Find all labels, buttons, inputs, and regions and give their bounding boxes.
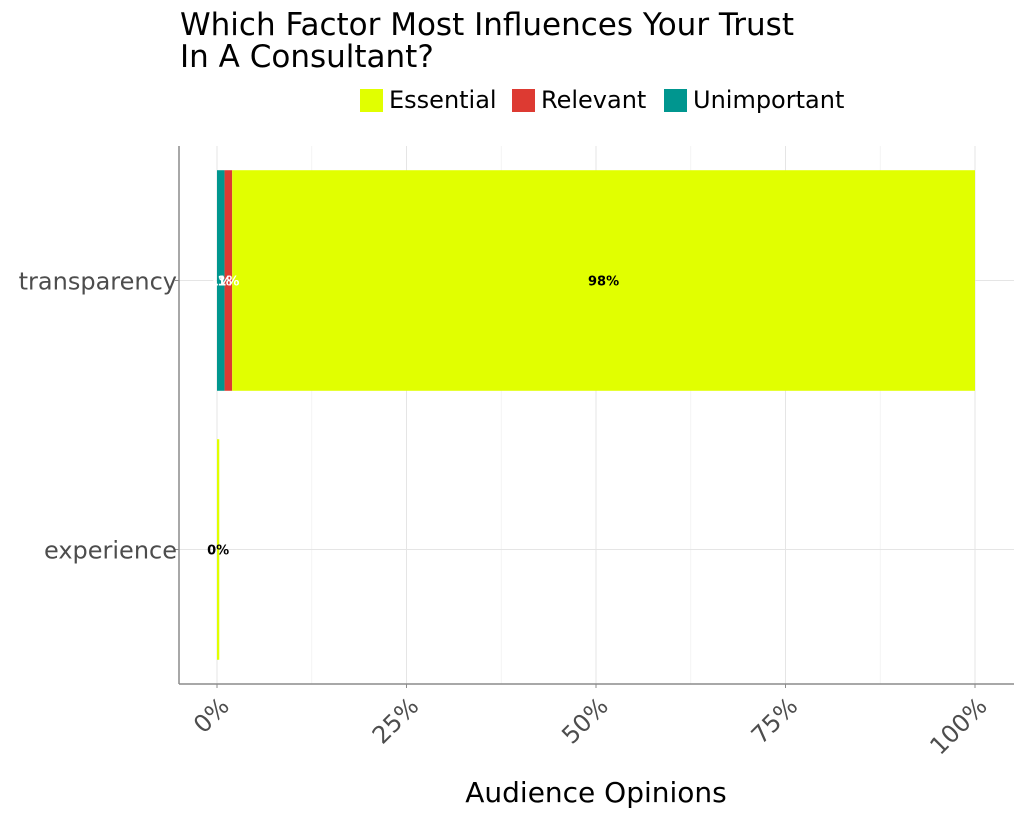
chart-title-line-2: In A Consultant?	[180, 39, 434, 75]
x-tick-label: 100%	[924, 692, 992, 760]
chart-title: Which Factor Most Influences Your Trust …	[180, 7, 794, 75]
bar-transparency-relevant	[224, 170, 233, 391]
x-axis-title: Audience Opinions	[465, 776, 727, 809]
legend: Essential Relevant Unimportant	[360, 86, 844, 114]
legend-label-unimportant: Unimportant	[693, 86, 844, 114]
x-tick-label: 50%	[556, 692, 614, 750]
bar-transparency-essential	[232, 170, 975, 391]
y-tick-label-experience: experience	[44, 537, 177, 565]
data-label-transparency-essential: 98%	[588, 275, 619, 290]
x-tick-label: 25%	[367, 692, 425, 750]
legend-label-essential: Essential	[389, 86, 497, 114]
x-tick-label: 75%	[746, 692, 804, 750]
data-label-transparency-relevant: 1%	[217, 275, 239, 290]
legend-swatch-essential	[360, 89, 383, 112]
legend-swatch-unimportant	[664, 89, 687, 112]
y-tick-label-transparency: transparency	[19, 268, 177, 296]
legend-label-relevant: Relevant	[541, 86, 646, 114]
legend-swatch-relevant	[512, 89, 535, 112]
x-tick-label: 0%	[188, 692, 235, 739]
data-labels: 1%1% 98% 0%	[207, 275, 619, 559]
chart-title-line-1: Which Factor Most Influences Your Trust	[180, 7, 794, 43]
data-label-transparency-unimportant: 1%	[210, 275, 232, 290]
bars	[217, 170, 975, 660]
data-label-experience-essential: 0%	[207, 544, 229, 559]
bar-transparency-unimportant	[217, 170, 225, 391]
bar-experience-essential	[217, 439, 220, 660]
